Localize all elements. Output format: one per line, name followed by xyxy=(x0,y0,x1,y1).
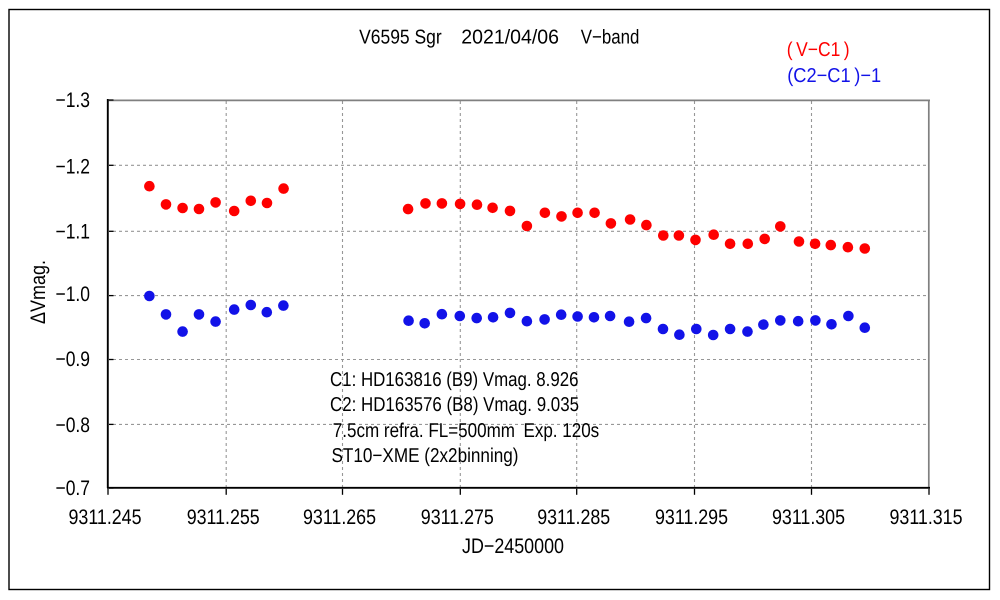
svg-text:−0.8: −0.8 xyxy=(56,414,91,437)
svg-text:(C2−C1 )−1: (C2−C1 )−1 xyxy=(787,65,881,87)
svg-text:C2: HD163576 (B8) Vmag. 9.035: C2: HD163576 (B8) Vmag. 9.035 xyxy=(330,394,579,416)
svg-text:9311.305: 9311.305 xyxy=(772,506,845,529)
svg-text:9311.255: 9311.255 xyxy=(187,506,260,529)
svg-text:9311.315: 9311.315 xyxy=(890,506,963,529)
svg-text:9311.265: 9311.265 xyxy=(303,506,376,529)
svg-text:JD−2450000: JD−2450000 xyxy=(462,535,564,558)
svg-text:−0.7: −0.7 xyxy=(56,477,91,500)
svg-text:−1.2: −1.2 xyxy=(56,155,91,178)
svg-text:9311.285: 9311.285 xyxy=(537,506,610,529)
svg-text:7.5cm refra. FL=500mm Exp. 120: 7.5cm refra. FL=500mm Exp. 120s xyxy=(333,420,599,442)
svg-text:−1.1: −1.1 xyxy=(56,220,91,243)
svg-text:ST10−XME (2x2binning): ST10−XME (2x2binning) xyxy=(332,445,519,467)
svg-text:V−band: V−band xyxy=(581,27,640,49)
svg-text:−0.9: −0.9 xyxy=(56,348,91,371)
svg-text:V6595 Sgr: V6595 Sgr xyxy=(359,27,442,49)
svg-text:C1: HD163816 (B9) Vmag. 8.926: C1: HD163816 (B9) Vmag. 8.926 xyxy=(330,369,579,391)
svg-text:ΔVmag.: ΔVmag. xyxy=(27,260,50,324)
svg-text:2021/04/06: 2021/04/06 xyxy=(461,27,559,49)
svg-text:−1.3: −1.3 xyxy=(56,89,91,112)
svg-text:9311.295: 9311.295 xyxy=(655,506,728,529)
svg-text:9311.245: 9311.245 xyxy=(69,506,142,529)
svg-text:( V−C1 ): ( V−C1 ) xyxy=(787,39,850,61)
svg-text:−1.0: −1.0 xyxy=(56,283,91,306)
svg-text:9311.275: 9311.275 xyxy=(421,506,494,529)
